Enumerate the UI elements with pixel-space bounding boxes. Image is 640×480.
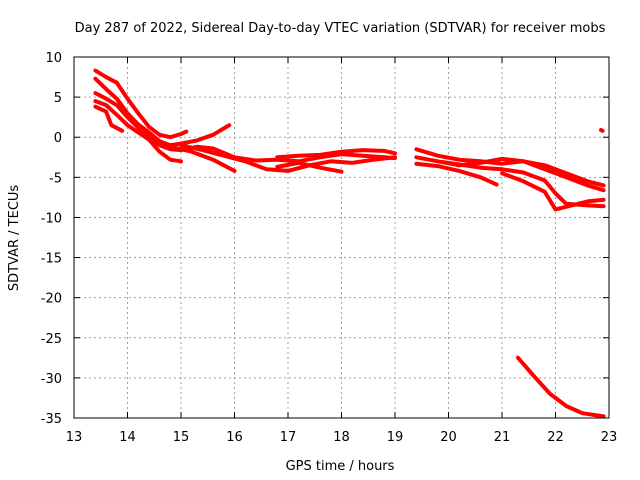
y-axis-label: SDTVAR / TECUs	[7, 185, 22, 292]
y-tick-label: 0	[54, 131, 62, 146]
series-line-arc-1	[93, 68, 189, 140]
x-tick-label: 20	[440, 430, 457, 445]
series-line-arc-5	[93, 104, 125, 133]
x-tick-label: 19	[387, 430, 404, 445]
y-tick-label: 5	[54, 91, 62, 106]
x-axis-label: GPS time / hours	[286, 459, 395, 474]
series-line-arc-6	[152, 140, 237, 173]
x-tick-label: 17	[280, 430, 297, 445]
y-tick-label: -35	[41, 412, 62, 427]
x-tick-label: 18	[333, 430, 350, 445]
x-tick-label: 14	[119, 430, 136, 445]
x-tick-label: 22	[547, 430, 564, 445]
y-tick-label: -5	[49, 171, 62, 186]
y-tick-label: -10	[41, 211, 62, 226]
series-line-arc-9	[275, 160, 344, 174]
y-tick-label: -20	[41, 292, 62, 307]
x-tick-label: 23	[601, 430, 618, 445]
series-line-point-16	[599, 128, 605, 133]
x-tick-label: 21	[494, 430, 511, 445]
x-tick-label: 16	[226, 430, 243, 445]
series-line-arc-14	[500, 171, 606, 212]
x-tick-label: 13	[66, 430, 83, 445]
series-line-arc-7	[179, 143, 397, 173]
series-line-arc-2	[93, 76, 232, 148]
y-tick-label: -25	[41, 332, 62, 347]
grid	[74, 57, 609, 418]
series-line-arc-3	[93, 91, 397, 164]
series-line-arc-8	[275, 148, 397, 160]
x-tick-label: 15	[173, 430, 190, 445]
y-axis-ticks: 10 5 0 -5 -10 -15 -20 -25 -30 -35	[41, 51, 609, 427]
y-tick-label: -15	[41, 252, 62, 267]
series-line-arc-4	[93, 99, 183, 164]
series-line-arc-15	[516, 355, 606, 419]
y-tick-label: -30	[41, 372, 62, 387]
y-tick-label: 10	[45, 51, 62, 66]
x-axis-ticks: 13 14 15 16 17 18 19 20 21 22 23	[66, 57, 618, 445]
chart-title: Day 287 of 2022, Sidereal Day-to-day VTE…	[75, 21, 606, 36]
data-series	[93, 68, 606, 419]
series-line-arc-12	[414, 161, 499, 187]
series-line-arc-10	[414, 147, 606, 188]
